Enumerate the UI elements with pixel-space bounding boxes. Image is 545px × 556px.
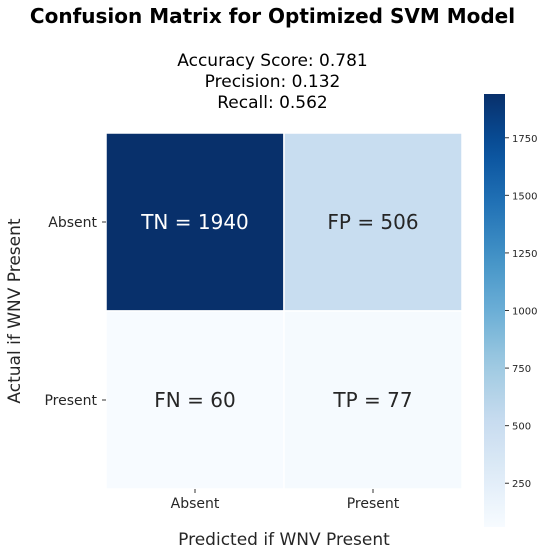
cell-label: FP = 506 (327, 210, 418, 234)
cell-label: TP = 77 (332, 388, 412, 412)
colorbar-tick-label: 750 (512, 364, 531, 375)
x-tick-label: Present (347, 496, 400, 512)
heatmap-cell (105, 310, 285, 490)
accuracy-score-text: Accuracy Score: 0.781 (177, 51, 368, 71)
colorbar-tick-label: 1500 (512, 191, 537, 202)
cell-label: FN = 60 (154, 388, 235, 412)
cell-label: TN = 1940 (140, 210, 249, 234)
y-tick-label: Absent (48, 215, 97, 231)
heatmap-cell (283, 132, 463, 312)
recall-text: Recall: 0.562 (217, 93, 328, 113)
y-axis-label: Actual if WNV Present (5, 218, 25, 403)
heatmap-cell (283, 310, 463, 490)
colorbar (484, 94, 505, 527)
colorbar-tick-label: 250 (512, 479, 531, 490)
chart-title: Confusion Matrix for Optimized SVM Model (29, 4, 516, 28)
precision-text: Precision: 0.132 (204, 72, 341, 92)
x-tick-label: Absent (171, 496, 220, 512)
colorbar-tick-label: 1000 (512, 307, 537, 318)
x-axis-label: Predicted if WNV Present (178, 530, 390, 550)
y-tick-label: Present (44, 393, 97, 409)
colorbar-tick-label: 500 (512, 422, 531, 433)
colorbar-tick-label: 1750 (512, 134, 537, 145)
colorbar-tick-label: 1250 (512, 249, 537, 260)
